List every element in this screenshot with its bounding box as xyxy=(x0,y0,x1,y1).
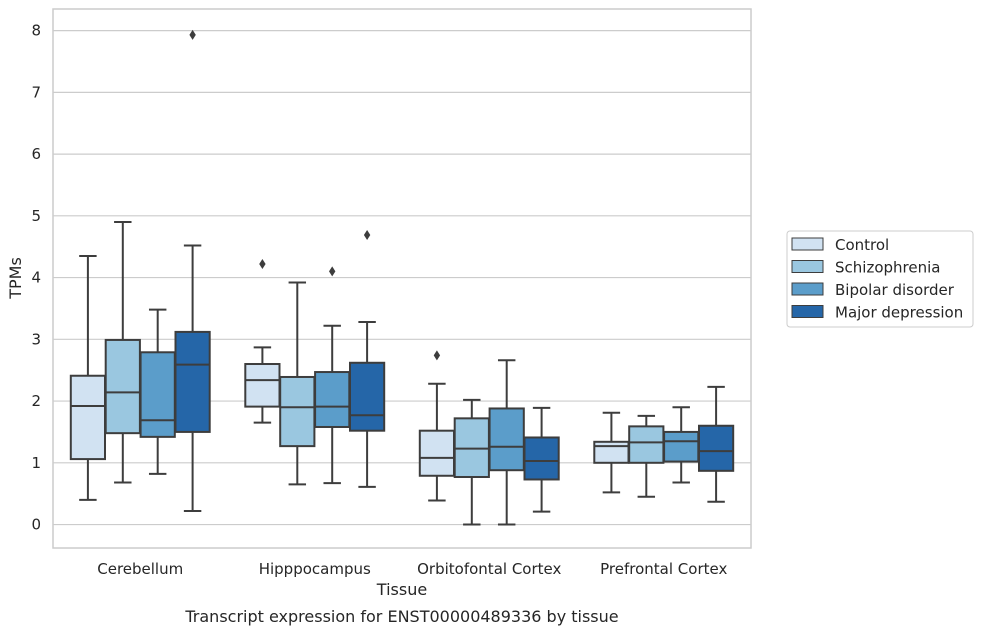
outlier-point xyxy=(189,29,196,40)
y-tick-label: 4 xyxy=(31,269,41,287)
legend-label: Major depression xyxy=(835,304,963,322)
box-3-3 xyxy=(697,385,735,503)
iqr-box xyxy=(628,425,665,464)
y-axis-ticks: 0 1 2 3 4 5 6 7 8 xyxy=(31,22,41,534)
box-2-0 xyxy=(418,350,456,502)
iqr-box xyxy=(348,361,386,432)
box-3-1 xyxy=(628,414,665,498)
outlier-point xyxy=(363,229,371,240)
y-tick-label: 5 xyxy=(31,207,41,225)
y-tick-label: 1 xyxy=(31,454,41,472)
box-0-0 xyxy=(69,254,107,501)
iqr-box xyxy=(69,374,107,461)
outlier-point xyxy=(329,266,336,277)
box-2-2 xyxy=(488,359,525,526)
x-tick-label: Orbitofontal Cortex xyxy=(417,560,561,578)
y-tick-label: 6 xyxy=(31,145,41,163)
box-0-3 xyxy=(174,29,211,512)
iqr-box xyxy=(418,429,456,477)
boxes xyxy=(69,29,735,526)
x-tick-label: Hipppocampus xyxy=(259,560,371,578)
box-1-2 xyxy=(314,266,351,485)
iqr-box xyxy=(314,371,351,428)
iqr-box xyxy=(663,430,700,463)
y-tick-label: 0 xyxy=(31,516,41,534)
y-tick-label: 2 xyxy=(31,392,41,410)
iqr-box xyxy=(488,407,525,472)
box-0-1 xyxy=(104,221,141,484)
iqr-box xyxy=(139,351,176,438)
iqr-box xyxy=(104,338,141,435)
x-tick-label: Cerebellum xyxy=(97,560,183,578)
box-0-2 xyxy=(139,308,176,475)
y-axis-label: TPMs xyxy=(6,257,25,300)
box-1-0 xyxy=(244,258,281,424)
plot-area-frame xyxy=(52,8,752,549)
legend: Control Schizophrenia Bipolar disorder Majo… xyxy=(786,230,974,328)
iqr-box xyxy=(279,375,316,448)
box-2-1 xyxy=(453,398,490,526)
box-2-3 xyxy=(523,406,560,513)
y-tick-label: 7 xyxy=(31,83,41,101)
iqr-box xyxy=(244,363,281,408)
iqr-box xyxy=(697,424,735,472)
legend-frame xyxy=(786,230,974,328)
chart-caption: Transcript expression for ENST0000048933… xyxy=(184,607,618,626)
legend-swatch xyxy=(791,237,824,251)
y-tick-label: 8 xyxy=(31,22,41,40)
box-3-0 xyxy=(593,411,630,494)
legend-swatch xyxy=(791,305,824,318)
box-3-2 xyxy=(663,406,700,484)
legend-swatch xyxy=(791,260,824,273)
box-1-3 xyxy=(348,229,386,488)
legend-label: Control xyxy=(835,236,889,254)
legend-label: Bipolar disorder xyxy=(835,281,955,299)
x-axis-label: Tissue xyxy=(376,580,427,599)
y-tick-label: 3 xyxy=(31,330,41,348)
outlier-point xyxy=(433,350,441,361)
legend-swatch xyxy=(791,282,824,296)
legend-label: Schizophrenia xyxy=(835,259,940,277)
iqr-box xyxy=(523,436,560,481)
iqr-box xyxy=(174,330,211,433)
box-1-1 xyxy=(279,281,316,486)
iqr-box xyxy=(593,440,630,464)
outlier-point xyxy=(259,258,266,269)
x-tick-label: Prefrontal Cortex xyxy=(600,560,727,578)
x-axis-ticks: Cerebellum Hipppocampus Orbitofontal Corte… xyxy=(97,560,727,578)
